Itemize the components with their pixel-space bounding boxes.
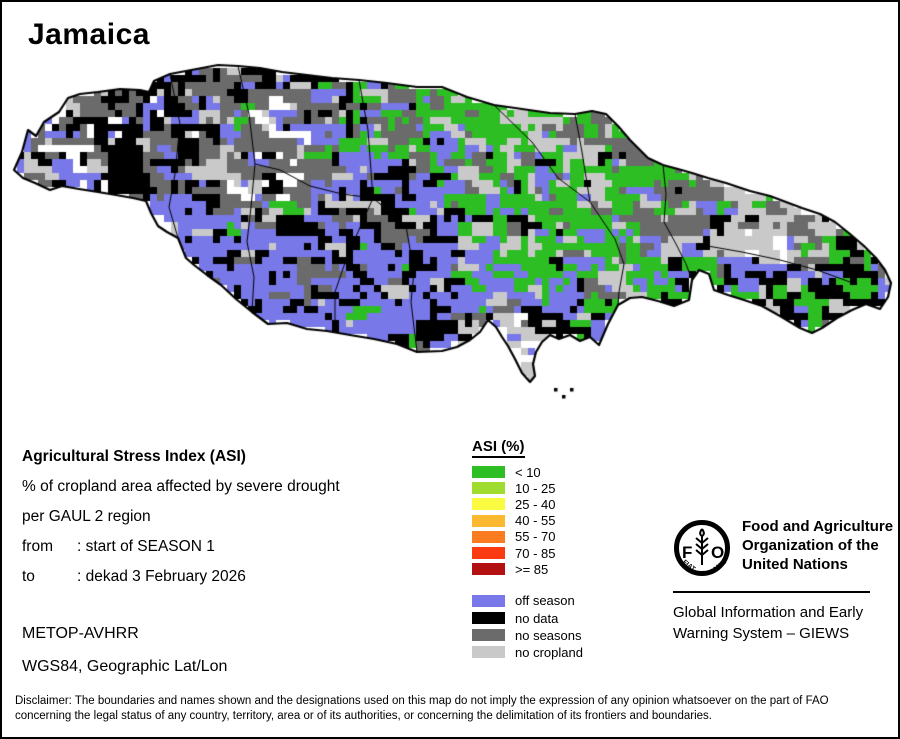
- fao-org-name: Food and Agriculture Organization of the…: [742, 517, 893, 574]
- giews-line: Global Information and Early: [673, 604, 864, 621]
- legend-label: < 10: [515, 464, 541, 480]
- wheat-icon: [695, 528, 709, 565]
- to-label: to: [22, 568, 35, 585]
- legend-label: no cropland: [515, 644, 583, 660]
- fao-logo-icon: F O FIAT PANIS: [674, 520, 730, 576]
- disclaimer: Disclaimer: The boundaries and names sho…: [15, 694, 829, 724]
- legend-swatch: [472, 514, 505, 527]
- fao-org-line: Food and Agriculture: [742, 518, 894, 535]
- legend-swatch: [472, 629, 505, 642]
- legend-swatch: [472, 547, 505, 560]
- legend-label: 25 - 40: [515, 496, 556, 512]
- disclaimer-line: Disclaimer: The boundaries and names sho…: [15, 695, 829, 707]
- giews-line: Warning System – GIEWS: [673, 625, 850, 642]
- legend-swatch: [472, 646, 505, 659]
- legend-swatch: [472, 498, 505, 511]
- legend-swatch: [472, 482, 505, 495]
- legend: ASI (%) < 10 10 - 25 25 - 40 40 - 55 55 - 70…: [472, 438, 583, 661]
- fao-branding: F O FIAT PANIS Food and Agriculture Orga…: [673, 517, 893, 644]
- fao-org-line: United Nations: [742, 556, 848, 573]
- legend-title: ASI (%): [472, 438, 525, 458]
- legend-swatch: [472, 563, 505, 576]
- projection-name: WGS84, Geographic Lat/Lon: [22, 658, 228, 675]
- disclaimer-line: concerning the legal status of any count…: [15, 710, 712, 722]
- page-title: Jamaica: [28, 18, 150, 51]
- legend-label: >= 85: [515, 561, 549, 577]
- asi-heading: Agricultural Stress Index (ASI): [22, 448, 246, 465]
- fao-logo-letter-f: F: [682, 543, 692, 562]
- from-value: : start of SEASON 1: [77, 538, 215, 555]
- legend-label: 10 - 25: [515, 480, 556, 496]
- legend-row: 55 - 70: [472, 529, 583, 545]
- legend-row: 40 - 55: [472, 513, 583, 529]
- legend-row: 10 - 25: [472, 480, 583, 496]
- legend-row: off season: [472, 592, 583, 609]
- from-label: from: [22, 538, 53, 555]
- legend-other-classes: off season no data no seasons no cropland: [472, 592, 583, 661]
- asi-subtitle: % of cropland area affected by severe dr…: [22, 478, 340, 495]
- fao-logo-letter-o: O: [711, 543, 724, 562]
- fao-org-line: Organization of the: [742, 537, 879, 554]
- legend-swatch: [472, 530, 505, 543]
- legend-swatch: [472, 612, 505, 625]
- legend-row: no cropland: [472, 644, 583, 661]
- legend-row: no data: [472, 610, 583, 627]
- legend-label: no seasons: [515, 627, 582, 643]
- legend-label: 40 - 55: [515, 513, 556, 529]
- legend-row: 25 - 40: [472, 496, 583, 512]
- legend-label: no data: [515, 610, 559, 626]
- legend-row: >= 85: [472, 561, 583, 577]
- legend-label: off season: [515, 593, 575, 609]
- legend-row: 70 - 85: [472, 545, 583, 561]
- legend-swatch: [472, 466, 505, 479]
- period-from: from : start of SEASON 1: [22, 532, 340, 562]
- legend-asi-classes: < 10 10 - 25 25 - 40 40 - 55 55 - 70 70 - 85 >…: [472, 464, 583, 577]
- legend-row: no seasons: [472, 627, 583, 644]
- fao-divider: [673, 591, 870, 593]
- to-value: : dekad 3 February 2026: [77, 568, 246, 585]
- period-to: to : dekad 3 February 2026: [22, 562, 340, 592]
- giews-name: Global Information and Early Warning Sys…: [673, 602, 883, 644]
- sensor-name: METOP-AVHRR: [22, 625, 139, 642]
- map-description: Agricultural Stress Index (ASI) % of cro…: [22, 442, 340, 592]
- legend-label: 70 - 85: [515, 545, 556, 561]
- legend-swatch: [472, 594, 505, 607]
- legend-label: 55 - 70: [515, 529, 556, 545]
- legend-row: < 10: [472, 464, 583, 480]
- asi-region-line: per GAUL 2 region: [22, 508, 151, 525]
- technical-info: METOP-AVHRR WGS84, Geographic Lat/Lon: [22, 617, 227, 683]
